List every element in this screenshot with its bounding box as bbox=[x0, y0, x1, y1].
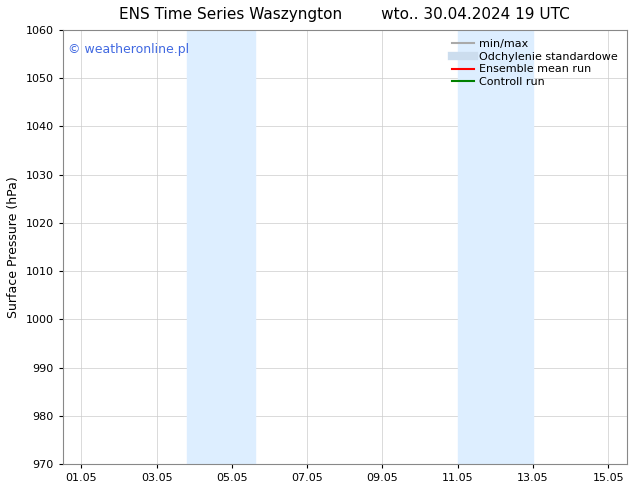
Bar bbox=[458, 30, 533, 464]
Title: ENS Time Series Waszyngton        wto.. 30.04.2024 19 UTC: ENS Time Series Waszyngton wto.. 30.04.2… bbox=[119, 7, 570, 22]
Y-axis label: Surface Pressure (hPa): Surface Pressure (hPa) bbox=[7, 176, 20, 318]
Text: © weatheronline.pl: © weatheronline.pl bbox=[68, 43, 190, 56]
Legend: min/max, Odchylenie standardowe, Ensemble mean run, Controll run: min/max, Odchylenie standardowe, Ensembl… bbox=[448, 36, 621, 91]
Bar bbox=[187, 30, 254, 464]
